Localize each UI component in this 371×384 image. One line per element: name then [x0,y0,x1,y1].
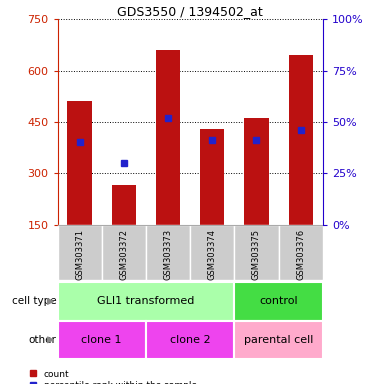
Bar [58,282,234,321]
Bar [279,225,323,280]
Bar [200,129,224,225]
Text: clone 2: clone 2 [170,335,210,345]
Text: parental cell: parental cell [244,335,313,345]
Bar [234,282,323,321]
Bar [244,119,269,225]
Bar [234,321,323,359]
Bar [234,225,279,280]
Legend: count, percentile rank within the sample: count, percentile rank within the sample [26,366,200,384]
Text: GSM303375: GSM303375 [252,229,261,280]
Text: cell type: cell type [12,296,57,306]
Text: clone 1: clone 1 [82,335,122,345]
Bar [156,50,180,225]
Bar [146,225,190,280]
Text: GSM303374: GSM303374 [208,229,217,280]
Text: GSM303373: GSM303373 [164,229,173,280]
Bar [190,225,234,280]
Bar [112,185,136,225]
Title: GDS3550 / 1394502_at: GDS3550 / 1394502_at [117,5,263,18]
Text: GSM303371: GSM303371 [75,229,84,280]
Bar [289,55,313,225]
Text: other: other [29,335,57,345]
Text: control: control [259,296,298,306]
Bar [102,225,146,280]
Bar [58,225,102,280]
Bar [68,101,92,225]
Text: GLI1 transformed: GLI1 transformed [97,296,195,306]
Bar [58,321,146,359]
Bar [146,321,234,359]
Text: GSM303372: GSM303372 [119,229,128,280]
Text: GSM303376: GSM303376 [296,229,305,280]
